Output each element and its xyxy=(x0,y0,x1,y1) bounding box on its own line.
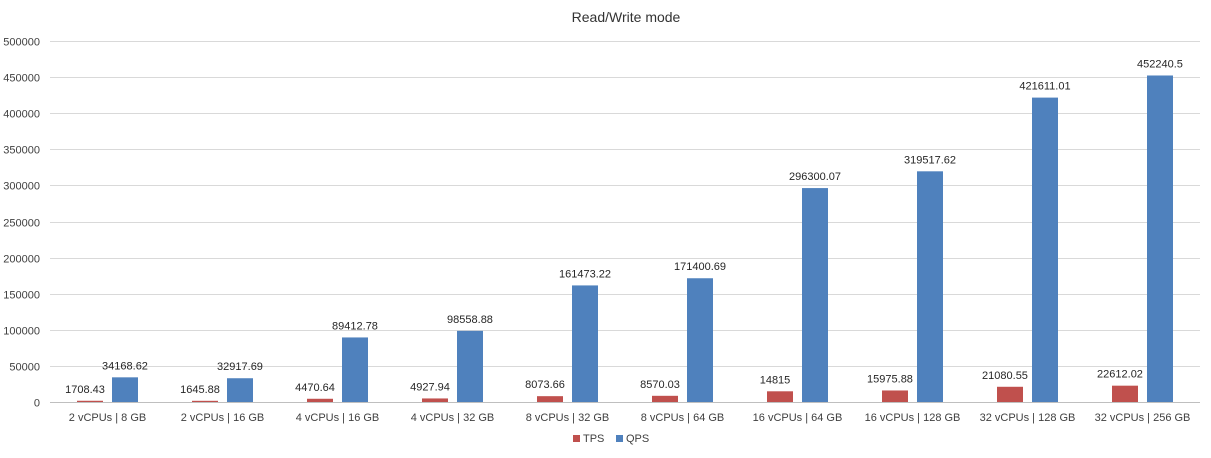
data-labels: 1708.43 34168.62 1645.88 32917.69 4470.64 894… xyxy=(65,58,1183,395)
bar-qps xyxy=(572,285,598,402)
data-label-tps: 1708.43 xyxy=(65,384,105,396)
x-tick-label: 8 vCPUs | 64 GB xyxy=(641,412,725,424)
bar-tps xyxy=(652,395,678,402)
data-label-qps: 32917.69 xyxy=(217,361,263,373)
bar-tps xyxy=(882,390,908,402)
x-tick-label: 8 vCPUs | 32 GB xyxy=(526,412,610,424)
bar-tps xyxy=(997,386,1023,402)
data-label-qps: 161473.22 xyxy=(559,268,611,280)
y-tick-label: 350000 xyxy=(3,145,40,157)
bar-qps xyxy=(227,378,253,402)
bar-qps xyxy=(917,171,943,402)
y-tick-label: 250000 xyxy=(3,218,40,230)
data-label-tps: 4927.94 xyxy=(410,381,450,393)
legend-label-qps: QPS xyxy=(626,433,649,445)
data-label-qps: 34168.62 xyxy=(102,360,148,372)
y-tick-label: 500000 xyxy=(3,37,40,49)
bar-qps xyxy=(1147,75,1173,402)
y-tick-label: 50000 xyxy=(9,362,40,374)
data-label-tps: 8570.03 xyxy=(640,379,680,391)
gridlines xyxy=(50,41,1200,403)
x-tick-label: 4 vCPUs | 16 GB xyxy=(296,412,380,424)
data-label-qps: 89412.78 xyxy=(332,320,378,332)
bar-tps xyxy=(307,398,333,402)
x-tick-label: 16 vCPUs | 128 GB xyxy=(865,412,961,424)
x-tick-label: 32 vCPUs | 256 GB xyxy=(1095,412,1191,424)
legend-swatch-tps xyxy=(573,435,580,442)
data-label-tps: 4470.64 xyxy=(295,382,335,394)
bar-tps xyxy=(1112,385,1138,402)
legend: TPS QPS xyxy=(573,433,649,445)
y-tick-label: 200000 xyxy=(3,254,40,266)
x-tick-label: 32 vCPUs | 128 GB xyxy=(980,412,1076,424)
data-label-tps: 1645.88 xyxy=(180,384,220,396)
bar-tps xyxy=(77,400,103,402)
x-tick-label: 2 vCPUs | 8 GB xyxy=(69,412,146,424)
data-label-qps: 296300.07 xyxy=(789,171,841,183)
bar-qps xyxy=(342,337,368,402)
data-label-qps: 452240.5 xyxy=(1137,58,1183,70)
bar-qps xyxy=(687,278,713,402)
x-tick-label: 4 vCPUs | 32 GB xyxy=(411,412,495,424)
bar-tps xyxy=(192,400,218,402)
y-tick-label: 450000 xyxy=(3,73,40,85)
y-tick-label: 150000 xyxy=(3,290,40,302)
bar-tps xyxy=(422,398,448,402)
data-label-tps: 14815 xyxy=(760,374,791,386)
data-label-tps: 8073.66 xyxy=(525,379,565,391)
bar-qps xyxy=(112,377,138,402)
bar-tps xyxy=(767,391,793,402)
x-tick-label: 2 vCPUs | 16 GB xyxy=(181,412,265,424)
bar-qps xyxy=(1032,97,1058,402)
y-axis-ticks: 0 50000 100000 150000 200000 250000 300000 3500… xyxy=(3,37,40,410)
data-label-tps: 21080.55 xyxy=(982,370,1028,382)
legend-swatch-qps xyxy=(616,435,623,442)
data-label-tps: 22612.02 xyxy=(1097,369,1143,381)
x-tick-label: 16 vCPUs | 64 GB xyxy=(753,412,843,424)
bar-qps xyxy=(802,188,828,402)
y-tick-label: 400000 xyxy=(3,109,40,121)
y-tick-label: 300000 xyxy=(3,181,40,193)
legend-label-tps: TPS xyxy=(583,433,604,445)
bar-qps xyxy=(457,330,483,402)
data-label-tps: 15975.88 xyxy=(867,373,913,385)
y-tick-label: 100000 xyxy=(3,326,40,338)
chart-title: Read/Write mode xyxy=(572,9,681,25)
x-axis-ticks: 2 vCPUs | 8 GB 2 vCPUs | 16 GB 4 vCPUs | 1… xyxy=(69,412,1191,424)
data-label-qps: 319517.62 xyxy=(904,154,956,166)
data-label-qps: 98558.88 xyxy=(447,314,493,326)
data-label-qps: 421611.01 xyxy=(1019,81,1070,93)
bar-tps xyxy=(537,396,563,402)
y-tick-label: 0 xyxy=(34,398,40,410)
bars xyxy=(77,75,1173,402)
data-label-qps: 171400.69 xyxy=(674,261,726,273)
